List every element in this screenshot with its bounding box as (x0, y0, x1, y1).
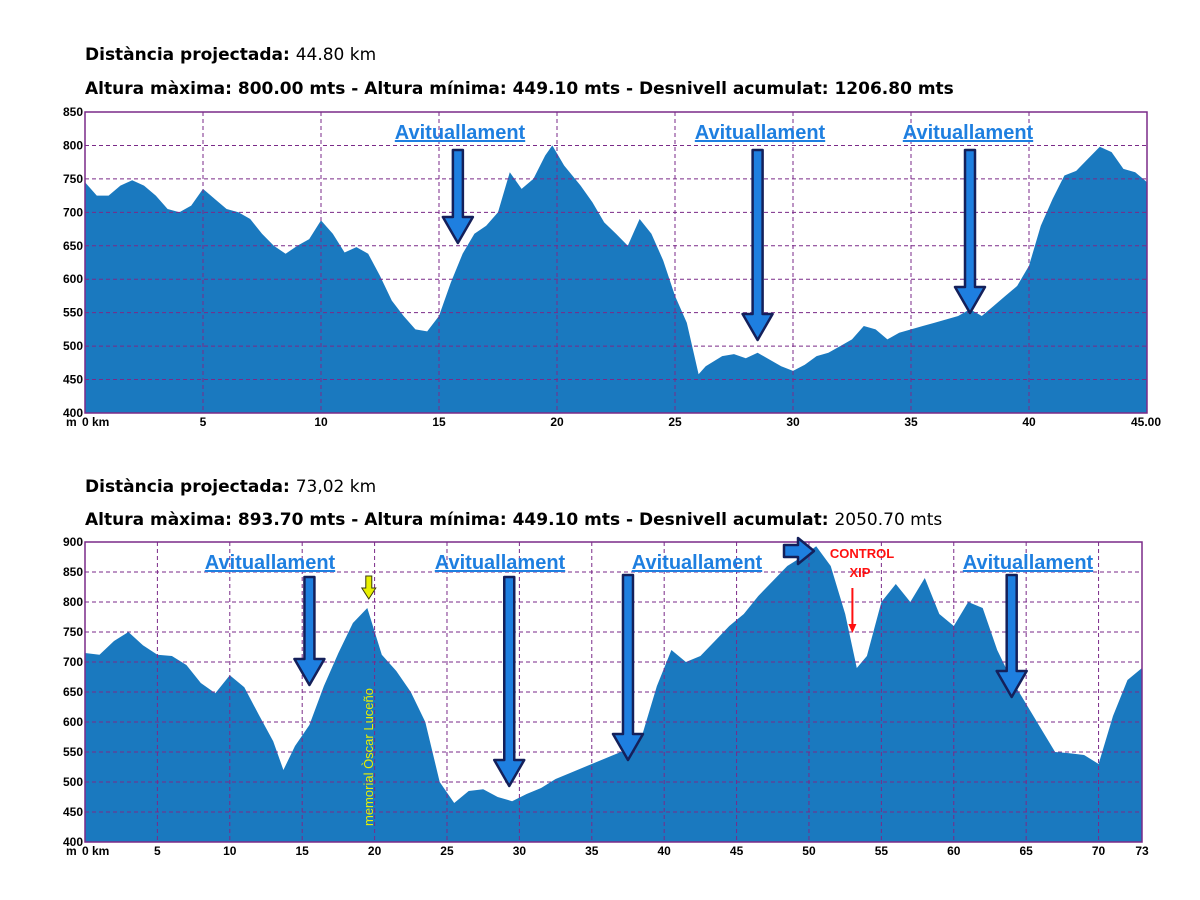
x-tick-label: 50 (802, 844, 816, 858)
x-unit-label: m (66, 844, 77, 858)
chart1-distance: Distància projectada: 44.80 km (85, 45, 376, 65)
elevation-area (85, 145, 1147, 413)
x-tick-label: 5 (200, 415, 207, 429)
refreshment-arrow (293, 575, 326, 687)
x-tick-label: 0 km (82, 415, 109, 429)
x-tick-label: 70 (1092, 844, 1106, 858)
x-tick-label: 55 (875, 844, 889, 858)
refreshment-arrow (995, 573, 1028, 699)
y-tick-label: 700 (63, 205, 83, 219)
y-tick-label: 700 (63, 655, 83, 669)
y-tick-label: 400 (63, 406, 83, 420)
chart1-stats: Altura màxima: 800.00 mts - Altura mínim… (85, 79, 954, 99)
x-tick-label: 5 (154, 844, 161, 858)
chart2-distance-label: Distància projectada: (85, 477, 290, 497)
control-label-line2: XIP (850, 565, 871, 580)
chart2-distance: Distància projectada: 73,02 km (85, 477, 376, 497)
x-tick-label: 20 (550, 415, 564, 429)
x-tick-label: 45 (730, 844, 744, 858)
x-tick-label: 40 (1022, 415, 1036, 429)
memorial-label: memorial Òscar Luceño (361, 688, 376, 826)
y-tick-label: 650 (63, 685, 83, 699)
summit-marker-arrow (782, 536, 816, 566)
memorial-arrow (360, 575, 377, 600)
control-label-line1: CONTROL (830, 546, 894, 561)
elevation-area (85, 546, 1142, 842)
refreshment-label: Avituallament (395, 122, 526, 144)
y-tick-label: 800 (63, 138, 83, 152)
plot-frame (84, 111, 1148, 414)
x-tick-label: 35 (585, 844, 599, 858)
x-unit-label: m (66, 415, 77, 429)
x-tick-label: 20 (368, 844, 382, 858)
refreshment-label: Avituallament (695, 122, 826, 144)
y-tick-label: 550 (63, 306, 83, 320)
x-tick-label: 10 (223, 844, 237, 858)
y-tick-label: 900 (63, 535, 83, 549)
y-tick-label: 500 (63, 339, 83, 353)
y-tick-label: 850 (63, 565, 83, 579)
refreshment-arrow (492, 575, 526, 788)
refreshment-label: Avituallament (632, 552, 763, 574)
x-tick-label: 73 (1135, 844, 1149, 858)
refreshment-arrow (741, 148, 774, 342)
refreshment-arrow (953, 148, 987, 315)
y-tick-label: 600 (63, 715, 83, 729)
refreshment-label: Avituallament (963, 552, 1094, 574)
x-tick-label: 30 (513, 844, 527, 858)
y-tick-label: 550 (63, 745, 83, 759)
chart1-stats-value: 1206.80 mts (834, 79, 954, 99)
chart2-stats-prefix: Altura màxima: 893.70 mts - Altura mínim… (85, 510, 829, 530)
y-tick-label: 450 (63, 805, 83, 819)
chart-1: 400 450 500 550 600 650 700 750 800 850 m 0 km 5 10 15… (63, 105, 1161, 429)
plot-frame (84, 541, 1143, 843)
y-tick-label: 600 (63, 272, 83, 286)
chart1-distance-value: 44.80 km (295, 45, 377, 65)
y-tick-label: 650 (63, 239, 83, 253)
chart2-distance-value: 73,02 km (295, 477, 377, 497)
x-tick-label: 40 (657, 844, 671, 858)
chart-2: 400 450 500 550 600 650 700 750 800 850 900 m 0 km 5 1… (63, 535, 1149, 858)
x-tick-label: 30 (786, 415, 800, 429)
refreshment-label: Avituallament (903, 122, 1034, 144)
refreshment-arrow (611, 573, 645, 762)
x-tick-label: 25 (668, 415, 682, 429)
grid (85, 542, 1142, 842)
control-pointer-head (848, 624, 857, 633)
x-tick-label: 65 (1019, 844, 1033, 858)
chart1-distance-label: Distància projectada: (85, 45, 290, 65)
x-tick-label: 15 (432, 415, 446, 429)
chart1-stats-prefix: Altura màxima: 800.00 mts - Altura mínim… (85, 79, 829, 99)
y-tick-label: 450 (63, 373, 83, 387)
y-tick-label: 750 (63, 172, 83, 186)
y-tick-label: 850 (63, 105, 83, 119)
x-tick-label: 0 km (82, 844, 109, 858)
y-tick-label: 400 (63, 835, 83, 849)
y-tick-label: 800 (63, 595, 83, 609)
x-tick-label: 60 (947, 844, 961, 858)
y-tick-label: 500 (63, 775, 83, 789)
refreshment-label: Avituallament (205, 552, 336, 574)
x-tick-label: 45.00 (1131, 415, 1161, 429)
x-tick-label: 35 (904, 415, 918, 429)
x-tick-label: 15 (296, 844, 310, 858)
y-tick-label: 750 (63, 625, 83, 639)
refreshment-arrow (441, 148, 475, 245)
chart2-stats-value: 2050.70 mts (834, 510, 943, 530)
refreshment-label: Avituallament (435, 552, 566, 574)
x-tick-label: 25 (440, 844, 454, 858)
chart2-stats: Altura màxima: 893.70 mts - Altura mínim… (85, 510, 942, 530)
x-tick-label: 10 (314, 415, 328, 429)
